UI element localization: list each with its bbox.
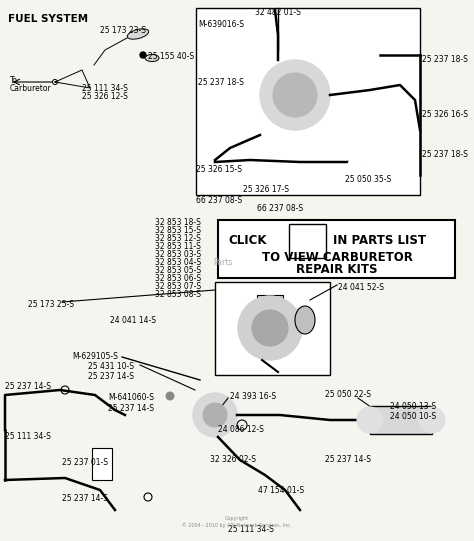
Text: 32 853 04-S: 32 853 04-S [155, 258, 201, 267]
Text: 32 853 15-S: 32 853 15-S [155, 226, 201, 235]
Circle shape [419, 407, 445, 433]
Text: © 2004 - 2010 by ARI Network Services, Inc.: © 2004 - 2010 by ARI Network Services, I… [182, 522, 292, 527]
Text: 25 237 14-S: 25 237 14-S [325, 455, 371, 464]
Text: Copyright: Copyright [225, 516, 249, 521]
Bar [289, 224, 326, 258]
Ellipse shape [145, 55, 159, 62]
Text: 25 237 14-S: 25 237 14-S [62, 494, 108, 503]
Text: 25 111 34-S: 25 111 34-S [82, 84, 128, 93]
Circle shape [368, 158, 382, 172]
Text: TO VIEW CARBURETOR: TO VIEW CARBURETOR [262, 251, 412, 264]
Text: 25 173 25-S: 25 173 25-S [28, 300, 74, 309]
Text: To: To [10, 76, 18, 85]
Text: 66 237 08-S: 66 237 08-S [196, 196, 242, 205]
Text: 25 050 35-S: 25 050 35-S [345, 175, 391, 184]
Text: FUEL SYSTEM: FUEL SYSTEM [8, 14, 88, 24]
Text: M-641060-S: M-641060-S [108, 393, 154, 402]
Text: 25 237 18-S: 25 237 18-S [422, 150, 468, 159]
Circle shape [273, 73, 317, 117]
Circle shape [193, 393, 237, 437]
Text: 32 853 08-S: 32 853 08-S [155, 290, 201, 299]
Text: 25 431 10-S: 25 431 10-S [88, 362, 134, 371]
Text: 32 326 02-S: 32 326 02-S [210, 455, 256, 464]
Text: 25 111 34-S: 25 111 34-S [228, 525, 274, 534]
Text: 24 050 10-S: 24 050 10-S [390, 412, 436, 421]
Text: 25 050 22-S: 25 050 22-S [325, 390, 371, 399]
Text: 25 237 14-S: 25 237 14-S [88, 372, 134, 381]
Text: 32 853 06-S: 32 853 06-S [155, 274, 201, 283]
Text: REPAIR KITS: REPAIR KITS [296, 263, 378, 276]
Circle shape [203, 403, 227, 427]
Circle shape [260, 60, 330, 130]
Text: 32 853 12-S: 32 853 12-S [155, 234, 201, 243]
Text: 24 041 14-S: 24 041 14-S [110, 316, 156, 325]
Text: M-639016-S: M-639016-S [198, 20, 244, 29]
Text: 25 111 34-S: 25 111 34-S [5, 432, 51, 441]
Bar [92, 448, 112, 480]
Circle shape [140, 52, 146, 58]
Text: 25 326 15-S: 25 326 15-S [196, 165, 242, 174]
Text: 25 326 12-S: 25 326 12-S [82, 92, 128, 101]
Text: 25 237 01-S: 25 237 01-S [62, 458, 108, 467]
Bar [218, 220, 455, 278]
Text: 25 155 40-S: 25 155 40-S [148, 52, 194, 61]
Text: 32 853 03-S: 32 853 03-S [155, 250, 201, 259]
Circle shape [166, 392, 174, 400]
Text: 25 326 17-S: 25 326 17-S [243, 185, 289, 194]
Text: 32 853 18-S: 32 853 18-S [155, 218, 201, 227]
Text: 24 041 52-S: 24 041 52-S [338, 283, 384, 292]
Text: 47 154 01-S: 47 154 01-S [258, 486, 304, 495]
Circle shape [357, 407, 383, 433]
Text: CLICK: CLICK [228, 234, 266, 247]
Text: 24 050 13-S: 24 050 13-S [390, 402, 436, 411]
Text: Parts: Parts [213, 258, 232, 267]
Text: 25 237 18-S: 25 237 18-S [422, 55, 468, 64]
Text: 32 482 01-S: 32 482 01-S [255, 8, 301, 17]
Circle shape [238, 296, 302, 360]
Bar [215, 282, 330, 375]
Text: 24 393 16-S: 24 393 16-S [230, 392, 276, 401]
Ellipse shape [128, 29, 149, 39]
Bar [370, 406, 432, 434]
Text: 24 086 12-S: 24 086 12-S [218, 425, 264, 434]
Bar [257, 295, 283, 310]
Text: 25 237 18-S: 25 237 18-S [198, 78, 244, 87]
Circle shape [348, 158, 362, 172]
Text: 32 853 11-S: 32 853 11-S [155, 242, 201, 251]
Circle shape [252, 310, 288, 346]
Ellipse shape [295, 306, 315, 334]
Text: IN PARTS LIST: IN PARTS LIST [333, 234, 426, 247]
Text: 25 173 23-S: 25 173 23-S [100, 26, 146, 35]
Text: 25 237 14-S: 25 237 14-S [5, 382, 51, 391]
Text: 25 326 16-S: 25 326 16-S [422, 110, 468, 119]
Bar [196, 8, 420, 195]
Text: 32 853 05-S: 32 853 05-S [155, 266, 201, 275]
Circle shape [385, 160, 395, 170]
Text: 66 237 08-S: 66 237 08-S [257, 204, 303, 213]
Text: 32 853 07-S: 32 853 07-S [155, 282, 201, 291]
Text: M-629105-S: M-629105-S [72, 352, 118, 361]
Text: 25 237 14-S: 25 237 14-S [108, 404, 154, 413]
Circle shape [97, 455, 107, 465]
Text: Carburetor: Carburetor [10, 84, 52, 93]
